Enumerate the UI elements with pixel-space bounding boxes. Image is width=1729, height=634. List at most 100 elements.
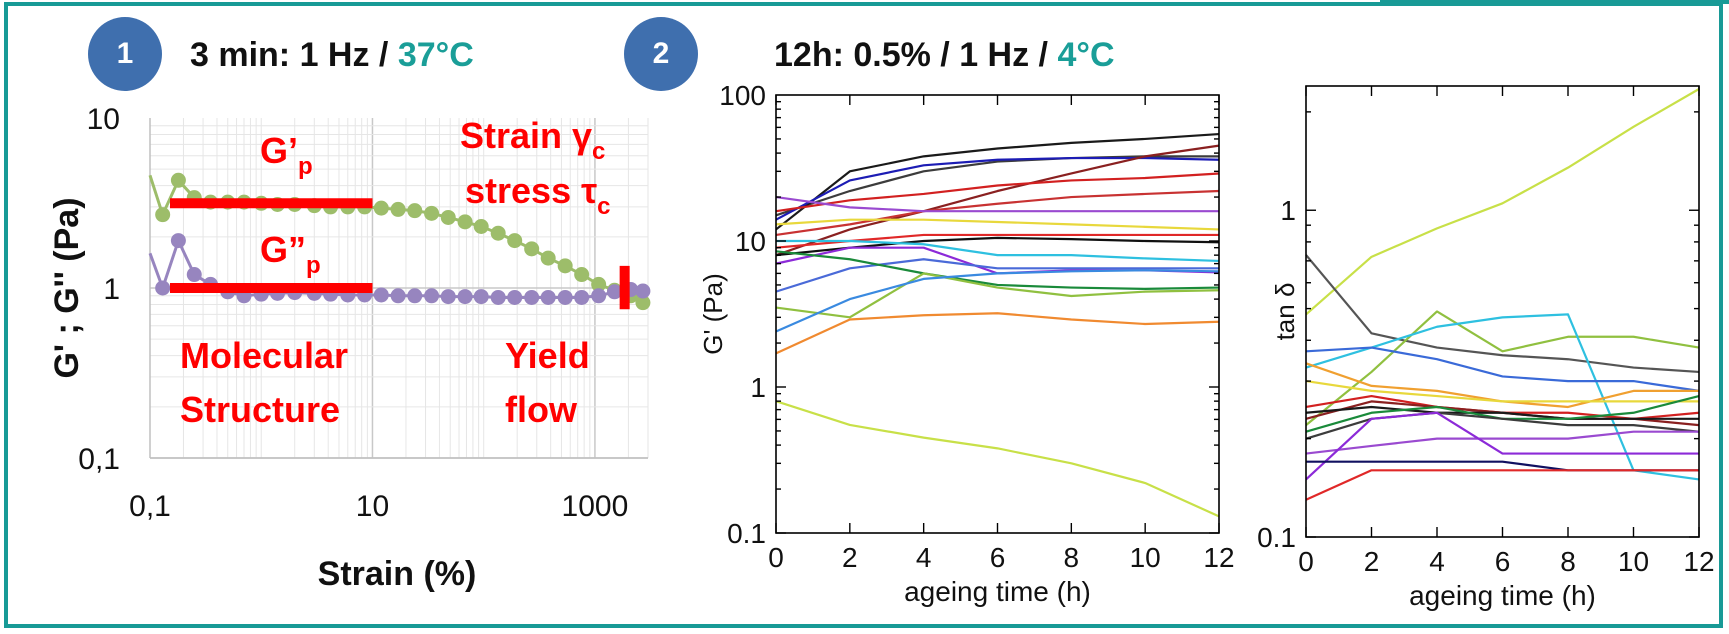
strain-series-2-point	[170, 233, 186, 249]
gp-label-main: G’	[260, 130, 298, 171]
yield-label-line-1: Yield	[505, 335, 590, 376]
storage-modulus-ageing-line-5	[775, 172, 1220, 213]
panel-1-title: 3 min: 1 Hz / 37°C	[190, 36, 474, 75]
storage-modulus-ageing-x-tick-label: 4	[916, 542, 932, 573]
strain-series-1-point	[170, 172, 186, 188]
step-badge-1: 1	[88, 17, 162, 91]
storage-modulus-ageing-line-17	[775, 312, 1220, 355]
gpp-label: G”p	[260, 229, 321, 279]
strain-series-1-point	[591, 276, 607, 292]
storage-modulus-ageing-line-7	[775, 195, 1219, 213]
panel-1-temperature: 37°C	[397, 36, 474, 74]
strain-sweep-chart: 10 1 0,1 0,1 10 1000 Strain (%) G' ; G'' (Pa) G’…	[48, 103, 651, 593]
strain-series-1-point	[635, 295, 651, 311]
frame-top-accent	[1380, 0, 1729, 4]
strain-series-1-point	[155, 207, 171, 223]
tan-delta-ageing-x-tick-label: 10	[1618, 546, 1649, 577]
gp-label-subscript: p	[298, 153, 313, 180]
figure-frame	[4, 2, 1723, 628]
tan-delta-ageing-series	[1305, 88, 1700, 501]
storage-modulus-ageing-y-tick-label: 1	[750, 372, 766, 403]
panel-2-conditions: 12h: 0.5% / 1 Hz /	[774, 36, 1058, 74]
tan-delta-ageing-chart: 0 2 4 6 8 10 12 1 0.1 ageing time (h) tan δ	[1257, 85, 1715, 611]
tan-delta-ageing-line-10	[1305, 405, 1699, 420]
strain-series-2-point	[390, 288, 406, 304]
strain-series-2-point	[607, 284, 623, 300]
critical-strain-label-subscript: c	[592, 138, 605, 165]
strain-series-2-point	[574, 289, 590, 305]
tan-delta-ageing-line-7	[1305, 380, 1699, 403]
tan-delta-ageing-line-15	[1306, 460, 1699, 472]
strain-sweep-y-tick-label: 0,1	[78, 443, 120, 476]
strain-sweep-y-tick-label: 1	[103, 273, 120, 306]
storage-modulus-ageing-x-axis-label: ageing time (h)	[904, 576, 1091, 607]
tan-delta-ageing-line-13	[1305, 430, 1699, 455]
storage-modulus-ageing-x-tick-label: 2	[842, 542, 858, 573]
storage-modulus-ageing-chart: 0 2 4 6 8 10 12 100 10 1 0.1 ageing time (h) G' (Pa)	[698, 80, 1235, 607]
strain-series-1-point	[407, 203, 423, 219]
strain-sweep-x-tick-label: 0,1	[129, 490, 171, 523]
storage-modulus-ageing-line-18	[775, 400, 1220, 518]
critical-stress-label-subscript: c	[597, 193, 610, 220]
critical-strain-label-main: Strain γ	[460, 115, 592, 156]
storage-modulus-ageing-y-tick-label: 100	[719, 80, 766, 111]
panel-2-title: 12h: 0.5% / 1 Hz / 4°C	[774, 36, 1115, 75]
storage-modulus-ageing-x-tick-label: 10	[1130, 542, 1161, 573]
strain-series-1-point	[540, 250, 556, 266]
tan-delta-ageing-line-3	[1305, 310, 1700, 426]
storage-modulus-ageing-line-3	[775, 156, 1220, 221]
tan-delta-ageing-x-tick-label: 4	[1429, 546, 1445, 577]
strain-series-1-point	[507, 233, 523, 249]
tan-delta-ageing-y-tick-label: 0.1	[1257, 522, 1296, 553]
critical-stress-label-main: stress τ	[465, 170, 597, 211]
tan-delta-ageing-y-tick-label: 1	[1280, 195, 1296, 226]
critical-stress-label: stress τc	[465, 170, 611, 220]
storage-modulus-ageing-line-13	[775, 258, 1219, 293]
tan-delta-ageing-x-tick-label: 2	[1364, 546, 1380, 577]
strain-series-1-point	[574, 267, 590, 283]
storage-modulus-ageing-x-tick-label: 0	[768, 542, 784, 573]
tan-delta-ageing-line-2	[1305, 254, 1700, 374]
strain-series-2-point	[591, 288, 607, 304]
strain-series-2-point	[186, 267, 202, 283]
tan-delta-ageing-x-axis-label: ageing time (h)	[1409, 580, 1596, 611]
storage-modulus-ageing-x-tick-label: 12	[1203, 542, 1234, 573]
storage-modulus-ageing-x-tick-label: 8	[1064, 542, 1080, 573]
strain-series-2-point	[424, 288, 440, 304]
strain-series-1-point	[424, 205, 440, 221]
strain-series-2-point	[490, 289, 506, 305]
storage-modulus-ageing-y-tick-label: 0.1	[727, 518, 766, 549]
yield-label-line-2: flow	[505, 389, 578, 430]
strain-sweep-y-axis-label: G' ; G'' (Pa)	[48, 197, 86, 378]
tan-delta-ageing-line-1	[1305, 88, 1700, 316]
strain-sweep-x-axis-label: Strain (%)	[318, 555, 477, 593]
strain-series-2-point	[373, 287, 389, 303]
tan-delta-ageing-x-tick-label: 6	[1495, 546, 1511, 577]
strain-series-2-point	[457, 289, 473, 305]
storage-modulus-ageing-line-2	[775, 132, 1220, 231]
storage-modulus-ageing-series	[775, 132, 1220, 518]
panel-1-conditions: 3 min: 1 Hz /	[190, 36, 398, 74]
strain-series-2-point	[440, 289, 456, 305]
storage-modulus-ageing-x-tick-label: 6	[990, 542, 1006, 573]
strain-series-1-point	[490, 225, 506, 241]
gp-label: G’p	[260, 130, 313, 180]
storage-modulus-ageing-y-axis-label: G' (Pa)	[698, 273, 728, 355]
storage-modulus-ageing-line-11	[776, 239, 1220, 263]
storage-modulus-ageing-line-15	[775, 272, 1220, 319]
strain-series-2-point	[473, 289, 489, 305]
tan-delta-ageing-line-16	[1305, 469, 1699, 501]
tan-delta-ageing-y-axis-label: tan δ	[1270, 283, 1300, 341]
strain-series-1-point	[390, 201, 406, 217]
strain-series-1-point	[473, 219, 489, 235]
strain-sweep-grid	[149, 118, 649, 459]
strain-sweep-x-tick-label: 10	[356, 490, 389, 523]
strain-series-2-point	[407, 288, 423, 304]
strain-series-2-point	[524, 289, 540, 305]
strain-sweep-y-tick-label: 10	[87, 103, 120, 136]
gpp-label-subscript: p	[306, 252, 321, 279]
molecular-label-line-2: Structure	[180, 389, 340, 430]
strain-series-2-point	[155, 280, 171, 296]
step-badge-2: 2	[624, 17, 698, 91]
strain-series-2-point	[557, 289, 573, 305]
